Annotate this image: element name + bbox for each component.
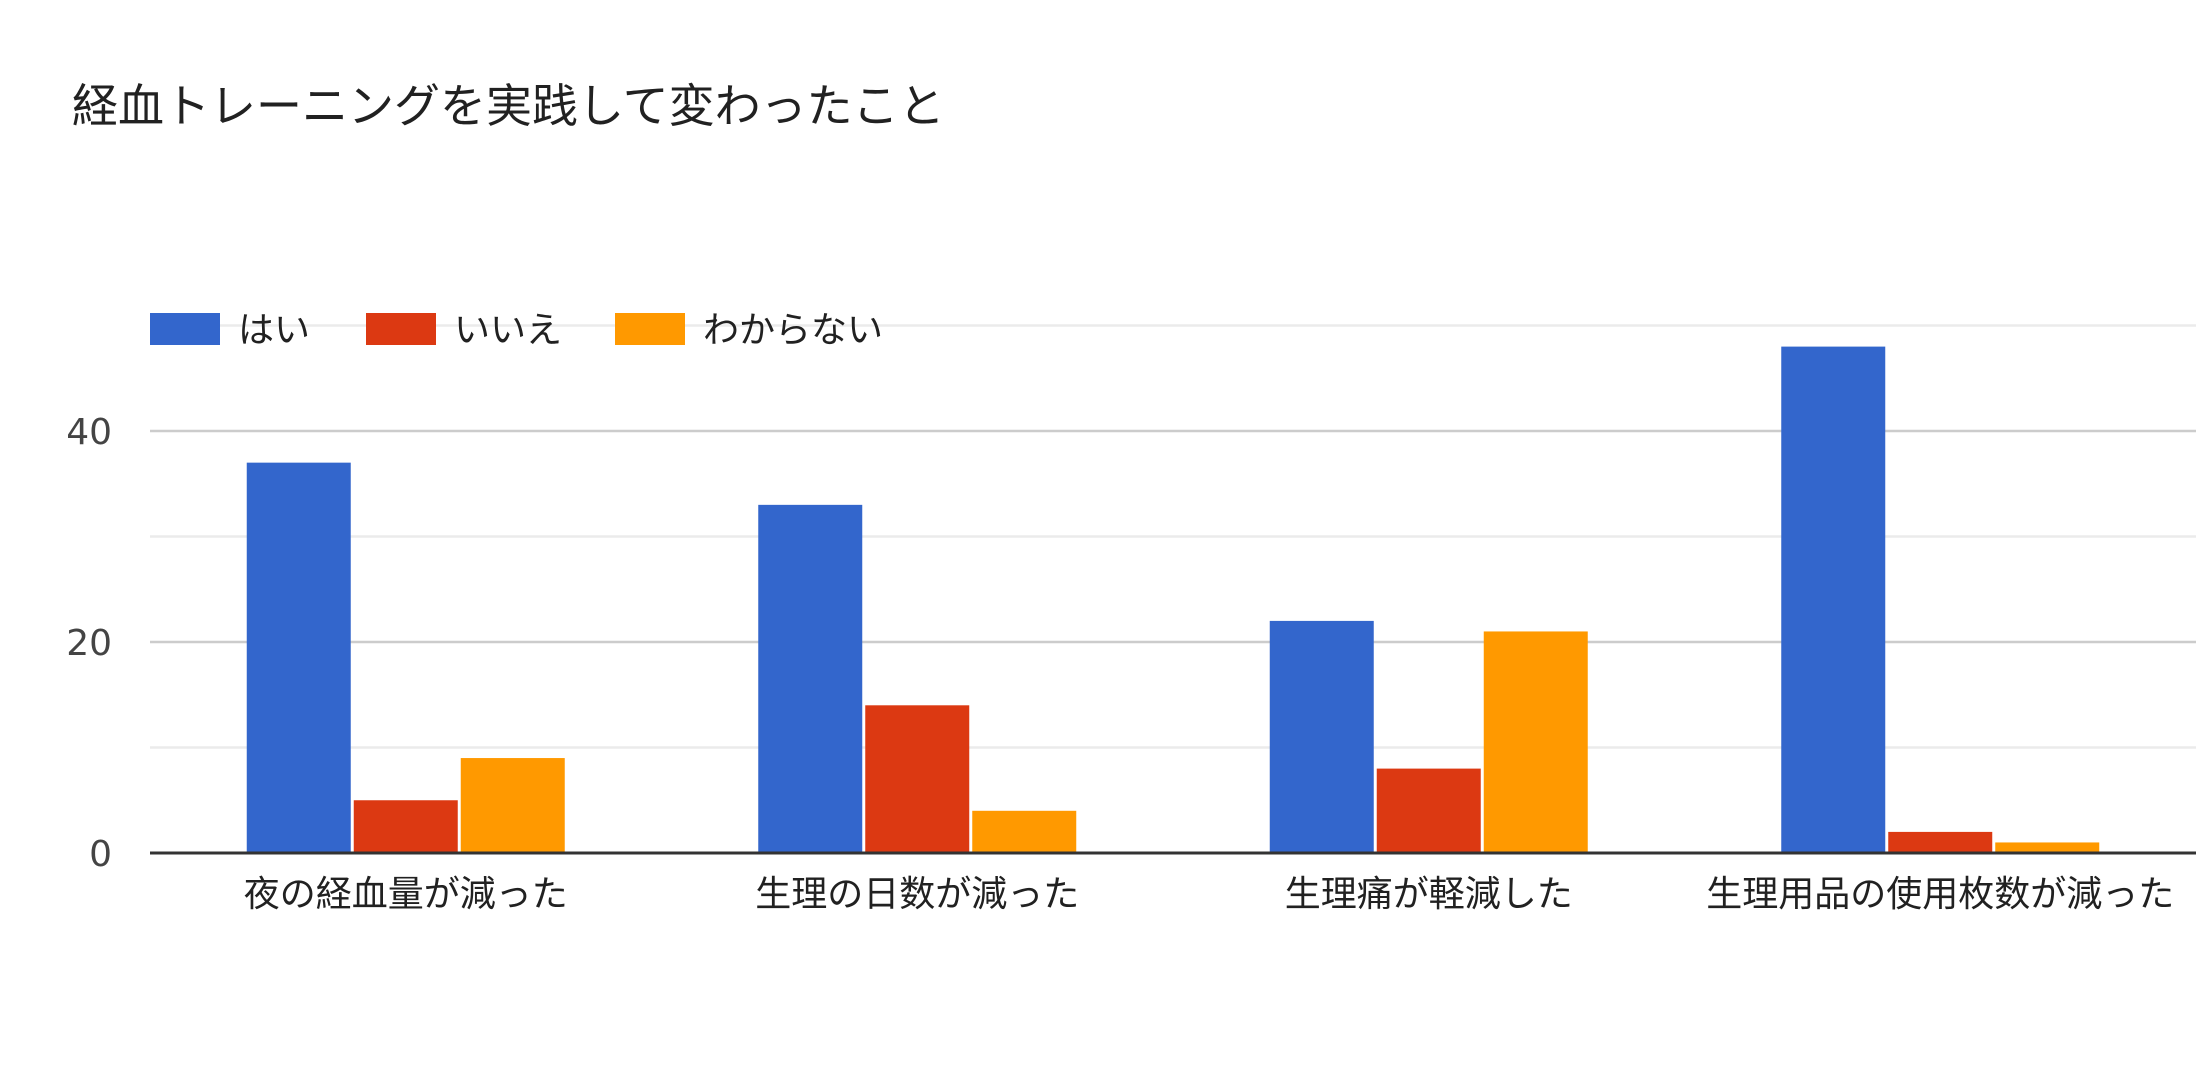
- bar-1-series-2[interactable]: [353, 800, 458, 853]
- bar-3-series-3[interactable]: [1483, 631, 1588, 853]
- bar-1-series-3[interactable]: [460, 758, 565, 853]
- bar-4-series-2[interactable]: [1888, 831, 1993, 853]
- x-axis-category-labels: 夜の経血量が減った 生理の日数が減った 生理痛が軽減した 生理用品の使用枚数が減った: [244, 874, 2175, 915]
- legend: はい いいえ わからない: [150, 310, 883, 351]
- bar-4-series-1[interactable]: [1781, 346, 1886, 853]
- x-category-label: 夜の経血量が減った: [244, 874, 568, 915]
- chart-title: 経血トレーニングを実践して変わったこと: [72, 79, 945, 133]
- legend-swatch: [366, 313, 436, 345]
- x-category-label: 生理の日数が減った: [755, 874, 1079, 915]
- y-tick-label: 20: [66, 623, 112, 664]
- bar-1-series-1[interactable]: [246, 462, 351, 853]
- legend-label: わからない: [703, 310, 883, 351]
- gridlines: [150, 324, 2196, 749]
- legend-label: いいえ: [454, 310, 562, 351]
- y-tick-label: 40: [66, 412, 112, 453]
- bar-3-series-1[interactable]: [1269, 620, 1374, 853]
- y-axis-tick-labels: 0 20 40: [66, 412, 112, 875]
- bar-2-series-2[interactable]: [865, 705, 970, 853]
- bar-2-series-1[interactable]: [758, 504, 863, 853]
- y-tick-label: 0: [89, 834, 112, 875]
- legend-swatch: [615, 313, 685, 345]
- legend-swatch: [150, 313, 220, 345]
- bar-2-series-3[interactable]: [972, 810, 1077, 853]
- bar-3-series-2[interactable]: [1376, 768, 1481, 853]
- x-category-label: 生理痛が軽減した: [1285, 874, 1573, 915]
- bar-4-series-3[interactable]: [1995, 842, 2100, 853]
- legend-label: はい: [238, 310, 310, 351]
- x-category-label: 生理用品の使用枚数が減った: [1706, 874, 2174, 915]
- bars: [246, 346, 2100, 853]
